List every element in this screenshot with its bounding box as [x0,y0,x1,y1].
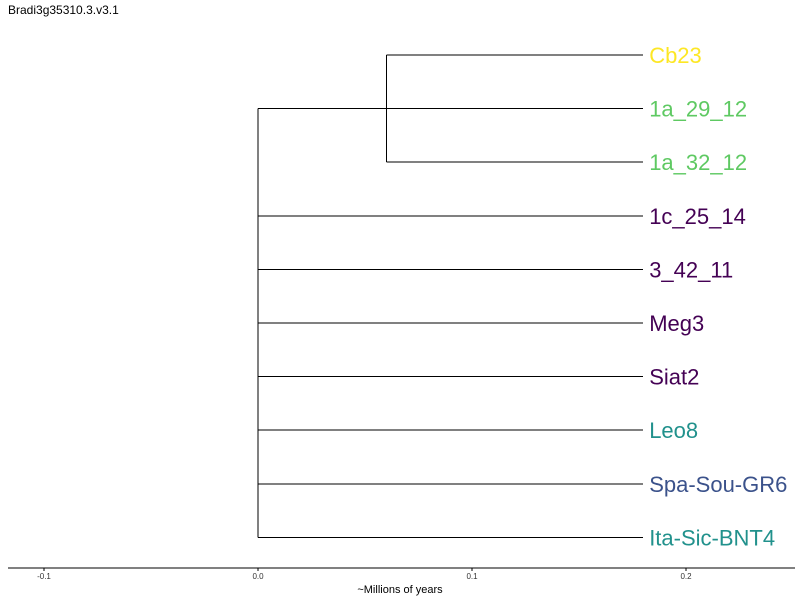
tip-label: Siat2 [649,365,699,390]
tip-label: 3_42_11 [649,257,733,282]
tip-label: Meg3 [649,311,704,336]
tip-label: 1a_32_12 [649,150,747,175]
x-axis-title: ~Millions of years [357,584,443,596]
tip-label: 1c_25_14 [649,204,746,229]
chart-title: Bradi3g35310.3.v3.1 [8,3,119,17]
x-tick-label: -0.1 [37,572,51,581]
x-tick-label: 0.2 [680,572,692,581]
tip-label: 1a_29_12 [649,97,747,122]
tip-label: Spa-Sou-GR6 [649,472,787,497]
x-tick-label: 0.0 [252,572,264,581]
tip-label: Ita-Sic-BNT4 [649,525,775,550]
tip-label: Leo8 [649,418,698,443]
tip-label: Cb23 [649,43,702,68]
x-tick-label: 0.1 [466,572,478,581]
